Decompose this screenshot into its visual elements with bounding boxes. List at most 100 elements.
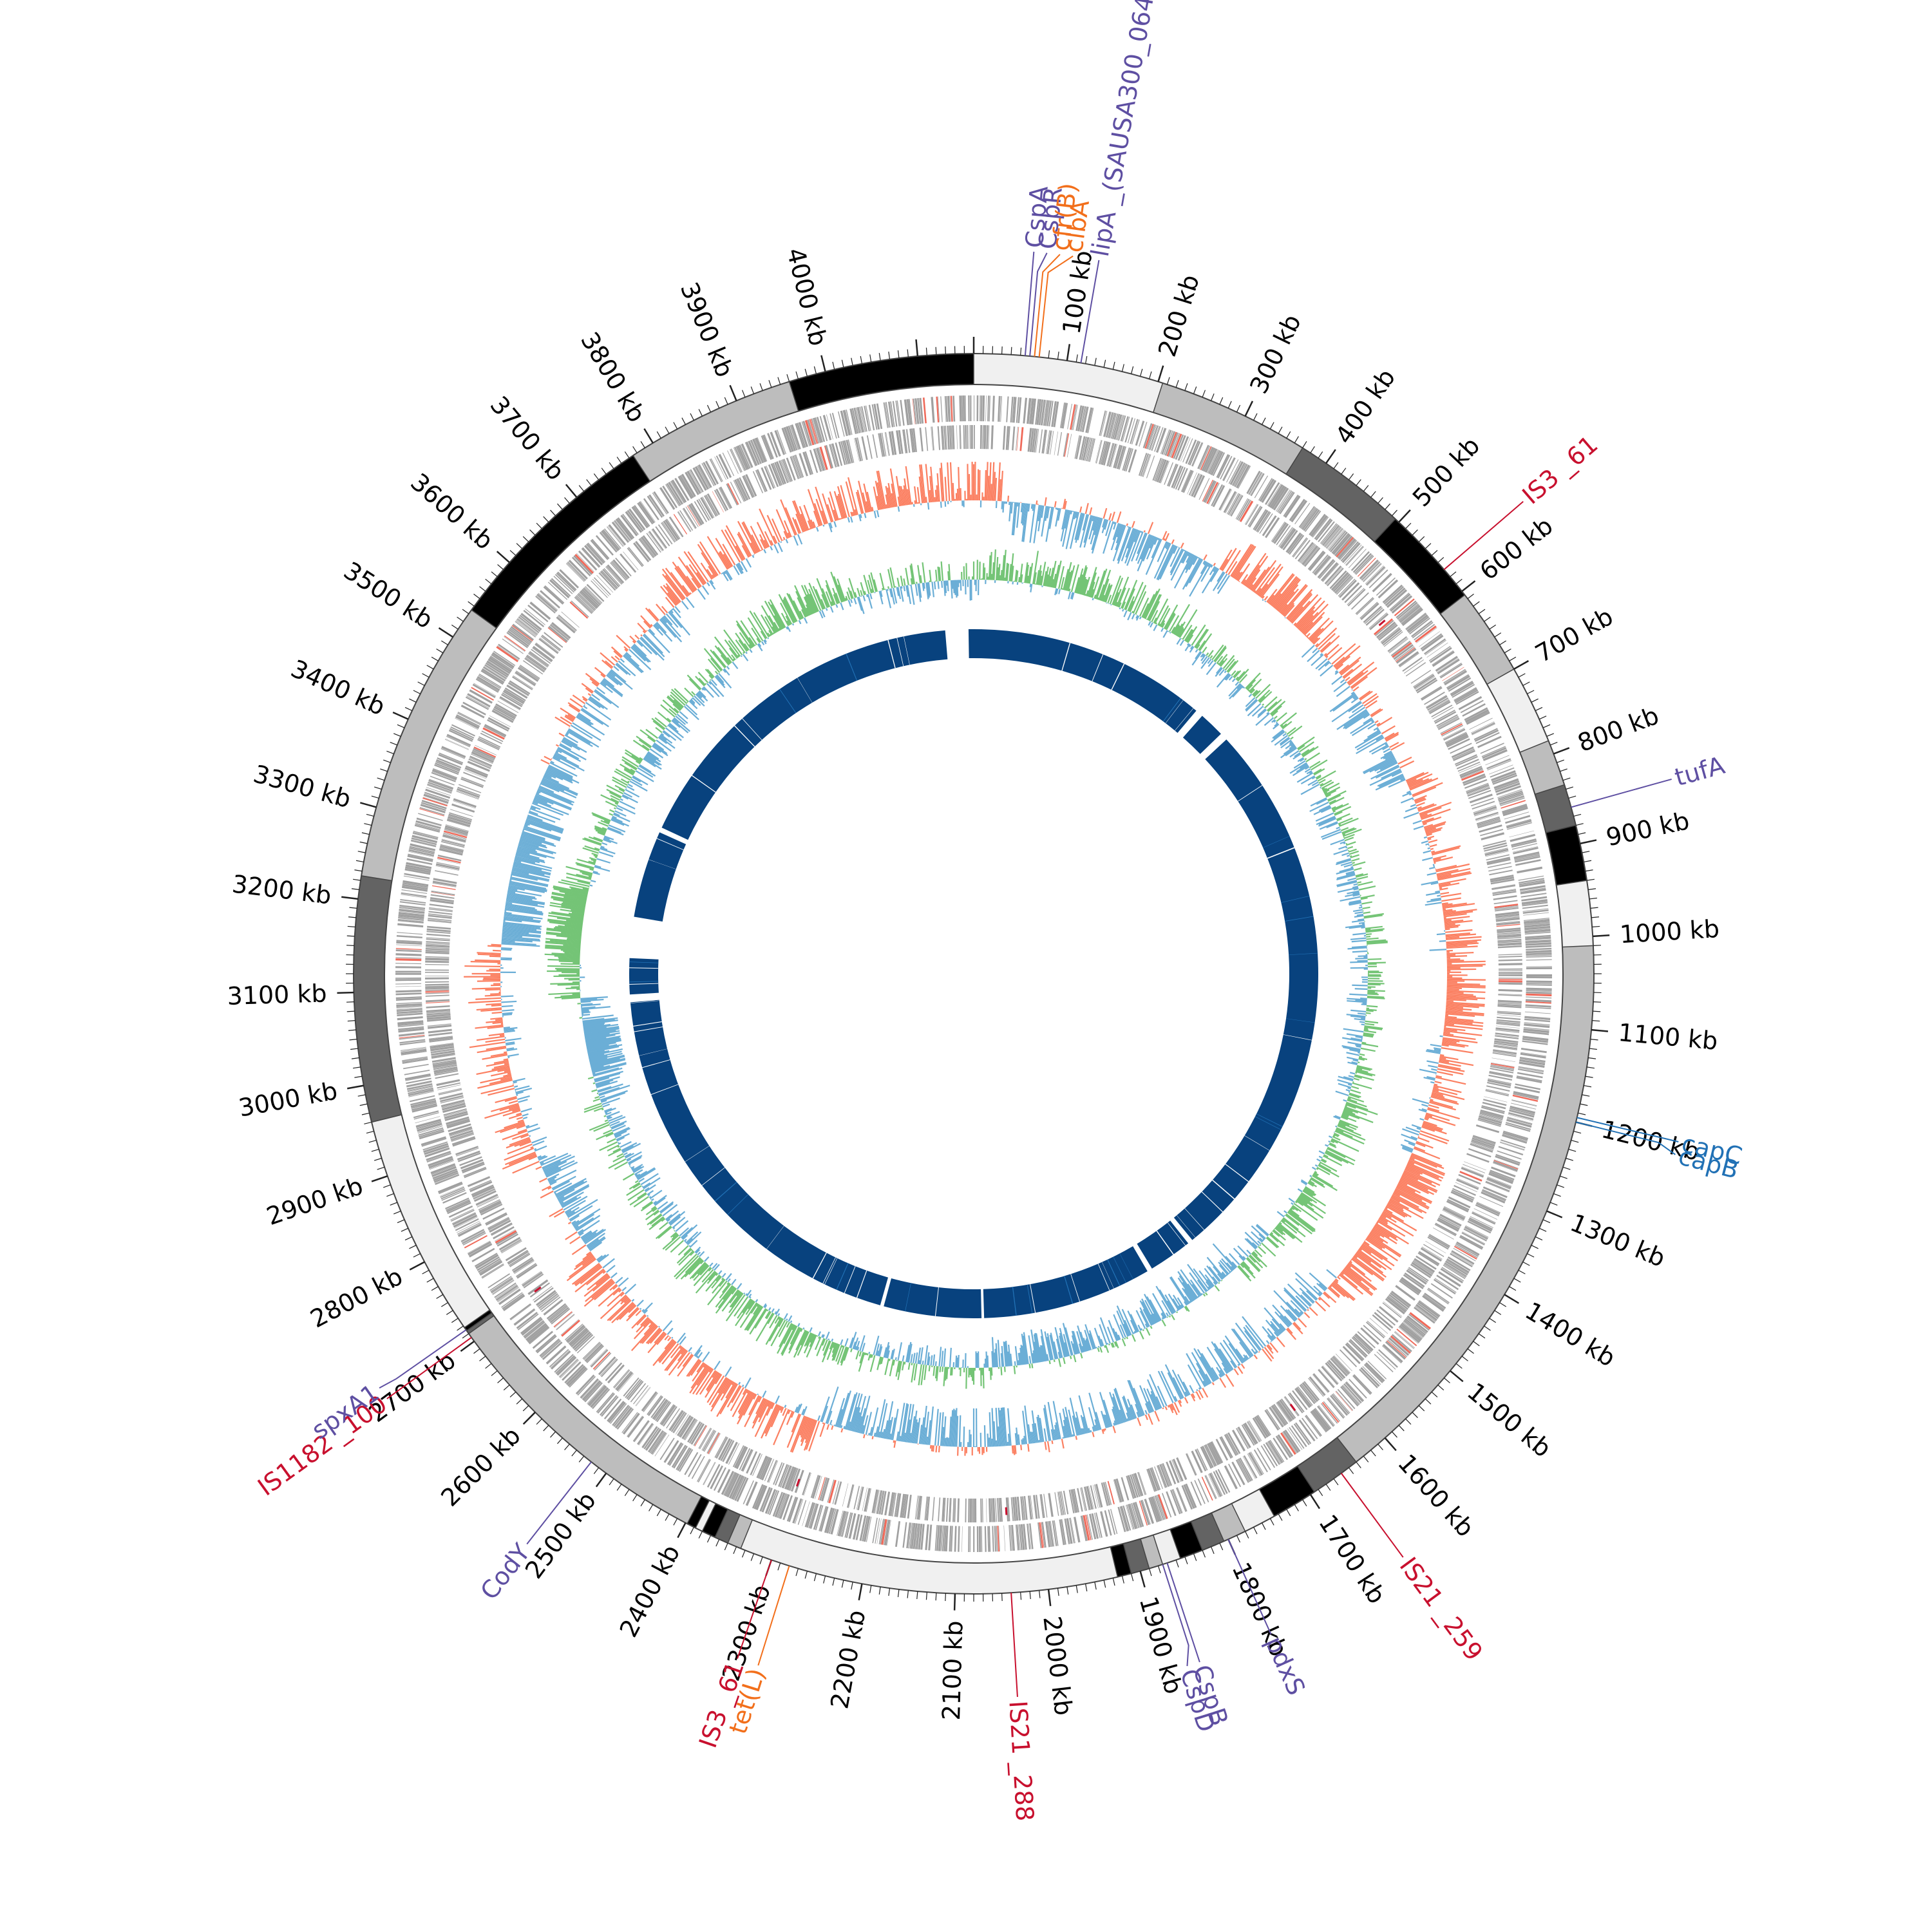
cds-reverse-strand <box>1498 979 1522 980</box>
gc-above-mean <box>1405 1167 1421 1175</box>
cds-reverse-strand <box>1493 895 1517 900</box>
cds-forward <box>515 621 536 638</box>
cds-forward <box>1273 488 1289 511</box>
contig-boundary <box>466 1312 493 1331</box>
cds-reverse-strand <box>1420 686 1442 700</box>
cds-forward <box>1343 1383 1362 1404</box>
gc-above-mean <box>1431 845 1461 855</box>
gc-below-mean <box>1421 1103 1428 1107</box>
cds-forward <box>398 917 424 921</box>
cds-forward <box>1147 424 1157 450</box>
cds-forward <box>934 1525 938 1551</box>
cds-reverse-strand <box>1411 1262 1433 1277</box>
cds-reverse-strand <box>1010 1497 1013 1521</box>
cds-reverse-strand <box>431 1050 455 1056</box>
cds-forward <box>1513 851 1540 858</box>
gc-below-mean <box>1094 1425 1098 1432</box>
cds-forward <box>777 1493 787 1518</box>
cds-forward <box>1507 1117 1533 1126</box>
cds-reverse-strand <box>1486 857 1511 864</box>
gc-above-mean <box>1445 929 1473 933</box>
cds-reverse-strand <box>1464 779 1488 789</box>
cds-forward <box>426 1153 451 1163</box>
cds-reverse-strand <box>994 1498 996 1522</box>
cds-forward <box>868 404 875 431</box>
gc-above-mean <box>771 1403 775 1410</box>
cds-forward <box>1459 1236 1483 1250</box>
cds-forward <box>396 1007 422 1010</box>
cds-reverse-strand <box>1378 623 1397 639</box>
cds-forward <box>1460 1235 1484 1249</box>
cds-reverse-strand <box>473 1188 495 1198</box>
cds-reverse-strand <box>428 908 453 913</box>
cds-reverse-strand <box>795 454 804 478</box>
cds-forward <box>517 1313 539 1331</box>
gc-above-mean <box>790 1411 795 1418</box>
gc-above-mean <box>1285 589 1313 620</box>
cds-reverse-strand <box>548 625 568 643</box>
gc-above-mean <box>1395 1188 1426 1205</box>
cds-reverse-strand <box>540 1294 560 1311</box>
gc-above-mean <box>1446 996 1486 999</box>
gc-below-mean <box>1197 556 1200 559</box>
cds-forward <box>549 1349 569 1368</box>
minor-tick <box>1310 446 1315 453</box>
cds-reverse-strand <box>1360 1327 1379 1345</box>
cds-reverse-strand <box>549 1306 568 1322</box>
cds-reverse-strand <box>623 551 639 571</box>
major-tick <box>1244 401 1254 417</box>
contig-boundary <box>740 1519 753 1549</box>
gc-above-mean <box>826 1424 830 1430</box>
gc-above-mean <box>670 1345 681 1359</box>
gc-below-mean <box>1065 1416 1071 1437</box>
gc-above-mean <box>1433 1086 1439 1089</box>
cds-forward <box>1222 457 1235 481</box>
cds-reverse-strand <box>1146 455 1155 478</box>
gc-above-mean <box>1374 720 1379 724</box>
gc-below-mean <box>1090 516 1099 545</box>
gc-below-mean <box>1428 1065 1438 1068</box>
gc-above-mean <box>1365 1238 1398 1262</box>
gc-above-mean <box>1307 636 1309 639</box>
minor-tick <box>1121 1575 1124 1584</box>
gc-below-mean <box>515 853 545 862</box>
cds-reverse-strand <box>1254 509 1269 531</box>
cds-forward <box>435 761 460 772</box>
cds-reverse-strand <box>739 1448 751 1470</box>
cds-forward <box>411 1101 437 1109</box>
gc-below-mean <box>547 1176 557 1182</box>
gc-above-mean <box>1064 500 1067 509</box>
minor-tick <box>1075 354 1078 363</box>
cds-reverse-strand <box>598 1356 616 1376</box>
cds-forward <box>1355 555 1374 575</box>
cds-reverse-strand <box>1154 1466 1163 1490</box>
cds-forward <box>837 1510 844 1536</box>
gc-above-mean <box>1380 1214 1387 1219</box>
cds-forward <box>1100 1511 1108 1537</box>
gc-below-mean <box>795 1404 801 1413</box>
cds-forward <box>677 1448 692 1472</box>
cds-forward <box>1493 778 1519 790</box>
cds-forward <box>1348 549 1367 569</box>
cds-reverse-strand <box>636 1387 651 1406</box>
cds-reverse-strand <box>1027 1495 1032 1520</box>
gc-above-mean <box>1433 858 1441 862</box>
cds-reverse-strand <box>715 1437 728 1459</box>
gc-below-mean <box>1271 1318 1284 1332</box>
cds-forward <box>457 1222 481 1235</box>
gc-above-mean <box>569 1257 596 1278</box>
gc-above-mean <box>1423 1122 1443 1130</box>
gc-above-mean <box>1437 1065 1465 1072</box>
cds-forward <box>587 1384 605 1404</box>
gc-below-mean <box>1033 504 1040 544</box>
gc-above-mean <box>476 1007 502 1011</box>
gc-below-mean <box>507 887 518 891</box>
gc-below-mean <box>1383 750 1392 756</box>
cds-forward <box>428 1158 453 1168</box>
gc-above-mean <box>485 989 501 991</box>
gc-below-mean <box>1103 1399 1113 1427</box>
gc-below-mean <box>587 1238 600 1248</box>
gc-below-mean <box>1128 1379 1144 1416</box>
minor-tick <box>1112 361 1115 370</box>
gc-above-mean <box>469 1041 506 1048</box>
